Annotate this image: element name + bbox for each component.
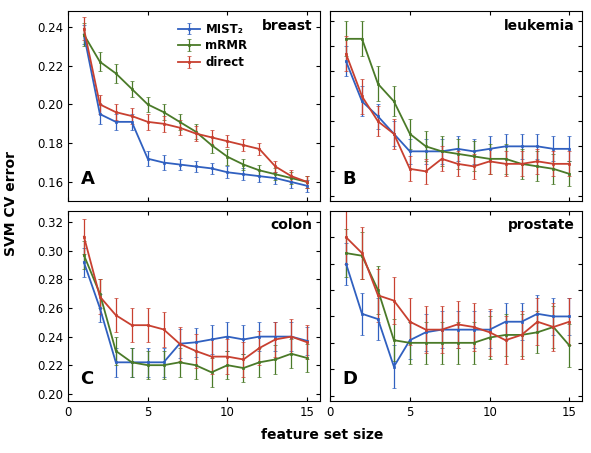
Text: colon: colon [271,218,313,232]
Text: A: A [80,170,95,188]
Text: prostate: prostate [508,218,574,232]
Text: C: C [80,370,94,388]
Text: feature set size: feature set size [261,428,384,442]
Text: leukemia: leukemia [504,19,574,33]
Legend: MIST₂, mRMR, direct: MIST₂, mRMR, direct [175,19,251,72]
Text: SVM CV error: SVM CV error [4,151,18,256]
Text: B: B [343,170,356,188]
Text: D: D [343,370,358,388]
Text: breast: breast [262,19,313,33]
